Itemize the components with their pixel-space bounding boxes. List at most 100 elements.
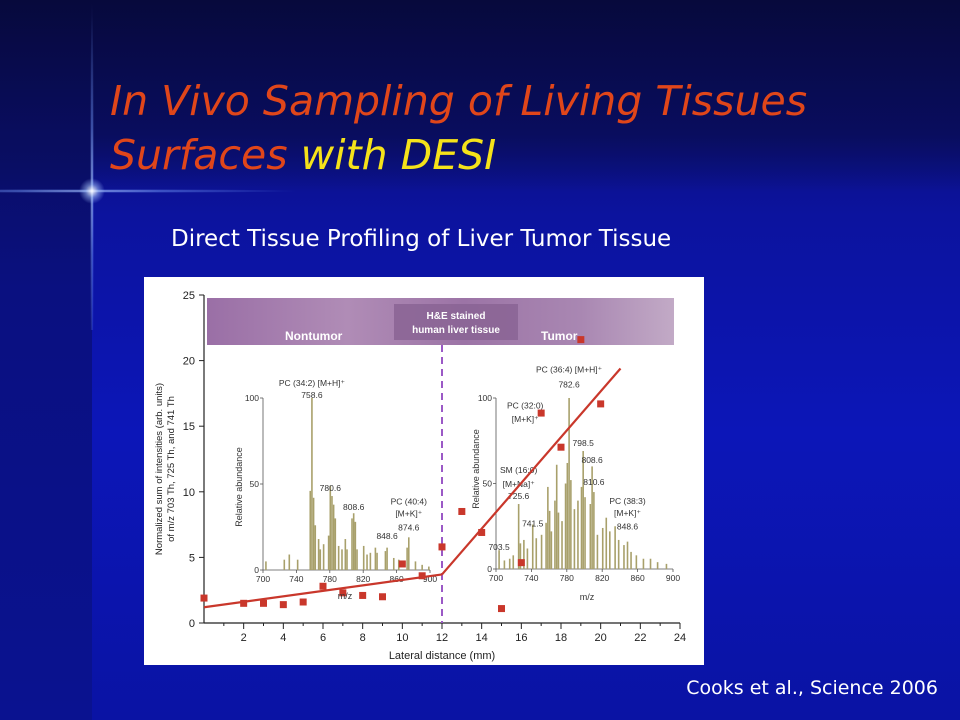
spectrum-annotation: PC (36:4) [M+H]⁺: [536, 364, 603, 374]
main-marks: [200, 336, 622, 623]
main-y-tick-label: 10: [183, 487, 195, 499]
tissue-strip-label-1: H&E stained: [427, 311, 486, 322]
data-point: [438, 543, 446, 551]
data-point: [458, 507, 466, 515]
inset-y-tick-label: 0: [487, 564, 492, 574]
spectrum-annotation: 703.5: [488, 542, 510, 552]
main-y-tick-label: 25: [183, 290, 195, 302]
spectrum-annotation: SM (16:0): [500, 465, 537, 475]
lens-flare-center: [79, 178, 105, 204]
inset-nontumor-x-label: m/z: [338, 591, 353, 601]
inset-x-tick-label: 900: [423, 574, 437, 584]
slide-subtitle: Direct Tissue Profiling of Liver Tumor T…: [171, 226, 672, 252]
inset-y-tick-label: 50: [250, 479, 260, 489]
spectrum-annotation: 810.6: [583, 477, 605, 487]
inset-nontumor-y-label: Relative abundance: [234, 447, 244, 527]
main-x-tick-label: 8: [360, 632, 366, 644]
figure-svg: H&E stained human liver tissue Nontumor …: [154, 290, 686, 662]
inset-x-tick-label: 740: [289, 574, 303, 584]
inset-y-tick-label: 0: [254, 565, 259, 575]
spectrum-annotation: 741.5: [522, 518, 544, 528]
data-point: [379, 593, 386, 601]
spectrum-annotation: [M+K]⁺: [395, 509, 422, 519]
data-point: [260, 599, 267, 607]
tissue-strip-label-box: [394, 304, 518, 340]
main-x-axis-label: Lateral distance (mm): [389, 650, 495, 662]
tissue-strip: H&E stained human liver tissue Nontumor …: [207, 298, 674, 345]
main-x-tick-label: 22: [634, 632, 646, 644]
inset-x-tick-label: 860: [390, 574, 404, 584]
tumor-label: Tumor: [541, 329, 578, 343]
inset-x-tick-label: 740: [524, 573, 538, 583]
data-point: [279, 601, 287, 609]
data-point: [319, 582, 327, 590]
inset-x-tick-label: 700: [256, 574, 270, 584]
data-point: [597, 400, 605, 408]
title-main: In Vivo Sampling of Living Tissues Surfa…: [110, 77, 808, 179]
lens-flare-vertical: [90, 0, 94, 330]
main-y-tick-label: 0: [189, 618, 195, 630]
figure-panel: H&E stained human liver tissue Nontumor …: [144, 277, 704, 665]
main-x-tick-label: 24: [674, 632, 686, 644]
main-y-tick-label: 5: [189, 552, 195, 564]
spectrum-annotation: PC (34:2) [M+H]⁺: [279, 378, 346, 388]
main-x-tick-label: 6: [320, 632, 326, 644]
main-x-tick-label: 14: [476, 632, 488, 644]
title-highlight: with DESI: [300, 131, 497, 179]
main-y-tick-label: 15: [183, 421, 195, 433]
spectrum-annotation: PC (40:4): [391, 497, 428, 507]
data-point: [517, 559, 525, 567]
main-y-axis-label-1: Normalized sum of intensities (arb. unit…: [154, 383, 165, 555]
data-point: [398, 560, 406, 568]
inset-x-tick-label: 860: [631, 573, 645, 583]
data-point: [299, 598, 307, 606]
inset-tumor-x-label: m/z: [580, 592, 595, 602]
inset-x-tick-label: 700: [489, 573, 503, 583]
data-point: [418, 572, 426, 580]
spectrum-annotation: [M+Na]⁺: [503, 479, 536, 489]
spectrum-annotation: 874.6: [398, 522, 420, 532]
inset-x-tick-label: 780: [323, 574, 337, 584]
inset-tumor-y-label: Relative abundance: [471, 429, 481, 509]
spectrum-annotation: 808.6: [581, 455, 603, 465]
inset-y-tick-label: 100: [245, 393, 259, 403]
main-x-tick-label: 2: [241, 632, 247, 644]
data-point: [200, 594, 208, 602]
spectrum-annotation: [M+K]⁺: [512, 414, 539, 424]
inset-y-tick-label: 50: [483, 479, 493, 489]
spectrum-annotation: 780.6: [320, 483, 342, 493]
data-point: [537, 409, 545, 417]
spectrum-annotation: 798.5: [573, 438, 595, 448]
inset-tumor-spectrum: 0 50 100 700 740 780 820 860 900 PC (36:4) [M+H]⁺…: [478, 364, 681, 583]
slide-title: In Vivo Sampling of Living Tissues Surfa…: [110, 74, 950, 182]
data-point: [577, 336, 585, 344]
main-x-tick-label: 20: [595, 632, 607, 644]
inset-nontumor-spectrum: 0 50 100 700 740 780 820 860 900 PC (34:2) [M+H]⁺…: [245, 378, 438, 584]
data-point: [498, 605, 505, 613]
spectrum-annotation: 848.6: [617, 522, 639, 532]
inset-y-tick-label: 100: [478, 393, 492, 403]
data-point: [240, 599, 248, 607]
data-point: [478, 528, 486, 536]
data-point: [557, 443, 565, 451]
main-x-tick-label: 10: [396, 632, 408, 644]
main-x-tick-label: 4: [280, 632, 286, 644]
nontumor-label: Nontumor: [285, 329, 343, 343]
inset-x-tick-label: 780: [560, 573, 574, 583]
main-y-axis-label-2: of m/z 703 Th, 725 Th, and 741 Th: [166, 396, 177, 542]
inset-x-tick-label: 900: [666, 573, 680, 583]
spectrum-annotation: PC (32:0): [507, 400, 544, 410]
inset-x-tick-label: 820: [595, 573, 609, 583]
spectrum-annotation: [M+K]⁺: [614, 508, 641, 518]
fit-line: [441, 367, 622, 576]
spectrum-annotation: PC (38:3): [609, 496, 646, 506]
top-band: [0, 0, 960, 192]
main-x-tick-label: 16: [515, 632, 527, 644]
citation: Cooks et al., Science 2006: [686, 677, 938, 699]
main-x-tick-label: 18: [555, 632, 567, 644]
spectrum-annotation: 848.6: [376, 531, 398, 541]
spectrum-annotation: 808.6: [343, 502, 365, 512]
spectrum-annotation: 758.6: [301, 390, 323, 400]
lens-flare-horizontal: [0, 189, 300, 193]
